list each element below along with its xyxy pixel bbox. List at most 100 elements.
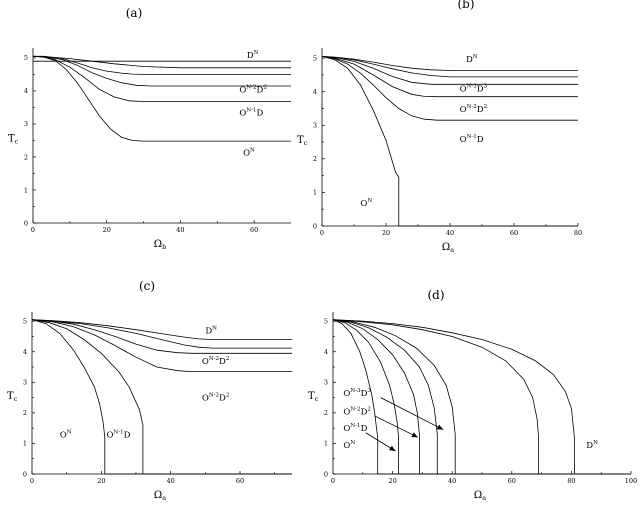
chart-title: (d) bbox=[427, 288, 444, 302]
x-tick-label: 80 bbox=[574, 229, 582, 237]
x-tick-label: 20 bbox=[388, 477, 396, 485]
series-line-2 bbox=[332, 319, 631, 475]
y-tick-label: 2 bbox=[23, 409, 27, 417]
phase-label: ON-1D bbox=[107, 429, 131, 440]
y-tick-label: 3 bbox=[23, 379, 27, 387]
series-line-3 bbox=[31, 319, 292, 372]
phase-label: ON-2D2 bbox=[239, 85, 266, 96]
series-line-6 bbox=[332, 319, 631, 475]
phase-label: ON bbox=[360, 198, 372, 209]
phase-label: ON-1D bbox=[343, 423, 367, 434]
y-tick-label: 1 bbox=[23, 440, 27, 448]
x-tick-label: 0 bbox=[31, 226, 35, 234]
x-axis-label: Ωb bbox=[154, 239, 166, 251]
annotation-arrow bbox=[380, 397, 444, 431]
panel-a: (a) 0 20 40 60 0 1 2 3 4 5 Ωb Tc DN ON-2D2 ON-1D ON bbox=[8, 6, 291, 251]
x-tick-label: 60 bbox=[508, 477, 516, 485]
phase-label: ON-3D3 bbox=[460, 84, 488, 95]
y-tick-label: 0 bbox=[23, 470, 27, 478]
series-line-1 bbox=[321, 56, 578, 78]
series-line-3 bbox=[332, 319, 631, 475]
arrow-head bbox=[389, 445, 396, 452]
y-tick-label: 2 bbox=[324, 409, 328, 417]
annotation-arrow bbox=[374, 415, 419, 438]
phase-label: DN bbox=[247, 50, 259, 61]
chart-title: (a) bbox=[126, 6, 143, 20]
phase-label: ON-2D2 bbox=[460, 104, 487, 115]
phase-label: ON-1D bbox=[239, 108, 263, 119]
y-tick-label: 3 bbox=[324, 379, 328, 387]
y-tick-label: 0 bbox=[324, 470, 328, 478]
phase-label: ON-2D2 bbox=[343, 406, 370, 417]
series-line-5 bbox=[31, 319, 292, 475]
chart-title: (b) bbox=[457, 0, 474, 11]
series-line-0 bbox=[332, 319, 631, 475]
y-axis-label: Tc bbox=[7, 391, 18, 403]
y-tick-label: 0 bbox=[24, 219, 28, 227]
y-tick-label: 1 bbox=[24, 186, 28, 194]
panel-c: (c) 0 20 40 60 0 1 2 3 4 5 Ωa Tc DN ON-2D2 ON-2D2 ON ON-1… bbox=[7, 279, 292, 502]
series-line-4 bbox=[31, 319, 292, 475]
phase-label: DN bbox=[205, 325, 217, 336]
panel-d: (d) 0 20 40 60 80 100 0 1 2 3 4 5 Ωa Tc ON-3D3 ON-2D2 ON-… bbox=[308, 288, 637, 502]
series-line-3 bbox=[32, 55, 291, 142]
series-line-1 bbox=[332, 319, 631, 475]
phase-label: ON bbox=[343, 440, 355, 451]
series-line-5 bbox=[332, 319, 631, 475]
series-line-2 bbox=[31, 319, 292, 354]
x-tick-label: 40 bbox=[167, 477, 175, 485]
y-tick-label: 5 bbox=[24, 54, 28, 62]
series-line-4 bbox=[332, 319, 631, 475]
x-tick-label: 0 bbox=[30, 477, 34, 485]
y-axis-label: Tc bbox=[308, 391, 319, 403]
y-tick-label: 1 bbox=[313, 189, 317, 197]
phase-label: ON-1D bbox=[460, 134, 484, 145]
x-axis-label: Ωa bbox=[442, 242, 454, 254]
series-line-3 bbox=[321, 56, 578, 98]
series-line-5 bbox=[321, 56, 578, 227]
x-tick-label: 20 bbox=[103, 226, 111, 234]
y-tick-label: 2 bbox=[313, 155, 317, 163]
x-tick-label: 0 bbox=[320, 229, 324, 237]
x-tick-label: 100 bbox=[625, 477, 637, 485]
y-tick-label: 5 bbox=[23, 317, 27, 325]
x-axis-label: Ωa bbox=[154, 490, 166, 502]
phase-label: ON bbox=[60, 429, 72, 440]
chart-title: (c) bbox=[139, 279, 155, 293]
x-tick-label: 60 bbox=[236, 477, 244, 485]
x-tick-label: 60 bbox=[250, 226, 258, 234]
series-line-1 bbox=[32, 55, 291, 87]
y-tick-label: 5 bbox=[313, 54, 317, 62]
y-axis-label: Tc bbox=[8, 134, 19, 146]
y-tick-label: 3 bbox=[313, 122, 317, 130]
y-tick-label: 5 bbox=[324, 317, 328, 325]
series-line-0 bbox=[31, 319, 292, 340]
series-line-5 bbox=[32, 55, 291, 69]
x-tick-label: 0 bbox=[331, 477, 335, 485]
phase-label: ON-2D2 bbox=[202, 393, 229, 404]
series-line-2 bbox=[321, 56, 578, 85]
y-tick-label: 3 bbox=[24, 120, 28, 128]
y-tick-label: 2 bbox=[24, 153, 28, 161]
x-tick-label: 20 bbox=[97, 477, 105, 485]
phase-label: ON bbox=[243, 147, 255, 158]
x-tick-label: 40 bbox=[176, 226, 184, 234]
series-line-1 bbox=[31, 319, 292, 349]
phase-label: ON-3D3 bbox=[343, 388, 371, 399]
phase-label: DN bbox=[466, 54, 478, 65]
y-tick-label: 1 bbox=[324, 440, 328, 448]
series-line-2 bbox=[32, 55, 291, 102]
x-tick-label: 40 bbox=[446, 229, 454, 237]
panel-b: (b) 0 20 40 60 80 0 1 2 3 4 5 Ωa Tc DN ON-3D3 ON-2D2 ON-1… bbox=[297, 0, 582, 254]
series-line-0 bbox=[321, 56, 578, 71]
y-tick-label: 4 bbox=[313, 88, 317, 96]
y-tick-label: 4 bbox=[23, 348, 27, 356]
x-tick-label: 20 bbox=[382, 229, 390, 237]
y-tick-label: 4 bbox=[324, 348, 328, 356]
x-axis-label: Ωa bbox=[474, 490, 486, 502]
y-tick-label: 4 bbox=[24, 87, 28, 95]
series-line-4 bbox=[321, 56, 578, 121]
x-tick-label: 80 bbox=[567, 477, 575, 485]
arrow-head bbox=[436, 424, 444, 430]
